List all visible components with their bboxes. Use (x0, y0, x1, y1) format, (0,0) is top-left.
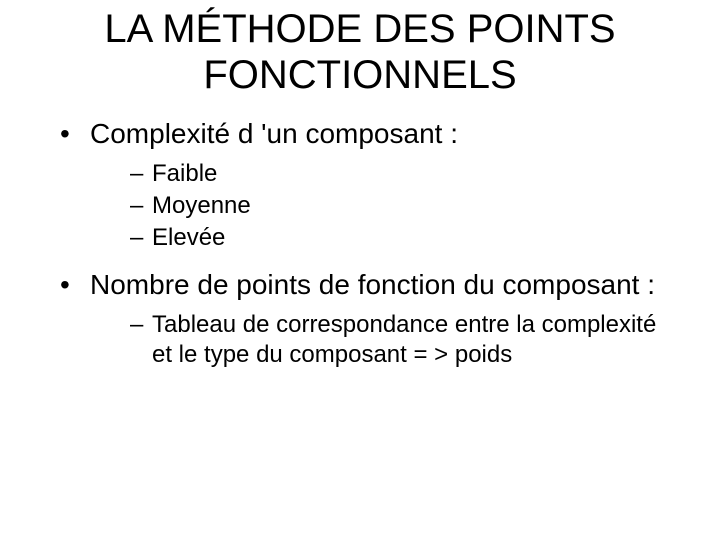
title-line-2: FONCTIONNELS (203, 53, 516, 97)
slide: LA MÉTHODE DES POINTS FONCTIONNELS Compl… (0, 6, 720, 546)
sub-moyenne: Moyenne (130, 191, 680, 221)
bullet-points-text: Nombre de points de fonction du composan… (90, 269, 655, 300)
bullet-complexity: Complexité d 'un composant : Faible Moye… (60, 116, 680, 253)
bullet-complexity-text: Complexité d 'un composant : (90, 118, 458, 149)
complexity-sublist: Faible Moyenne Elevée (90, 159, 680, 253)
title-line-1: LA MÉTHODE DES POINTS (104, 7, 615, 51)
sub-faible: Faible (130, 159, 680, 189)
sub-tableau: Tableau de correspondance entre la compl… (130, 310, 680, 370)
slide-title: LA MÉTHODE DES POINTS FONCTIONNELS (30, 6, 690, 98)
bullet-points: Nombre de points de fonction du composan… (60, 267, 680, 370)
bullet-list: Complexité d 'un composant : Faible Moye… (60, 116, 680, 370)
points-sublist: Tableau de correspondance entre la compl… (90, 310, 680, 370)
sub-elevee: Elevée (130, 223, 680, 253)
